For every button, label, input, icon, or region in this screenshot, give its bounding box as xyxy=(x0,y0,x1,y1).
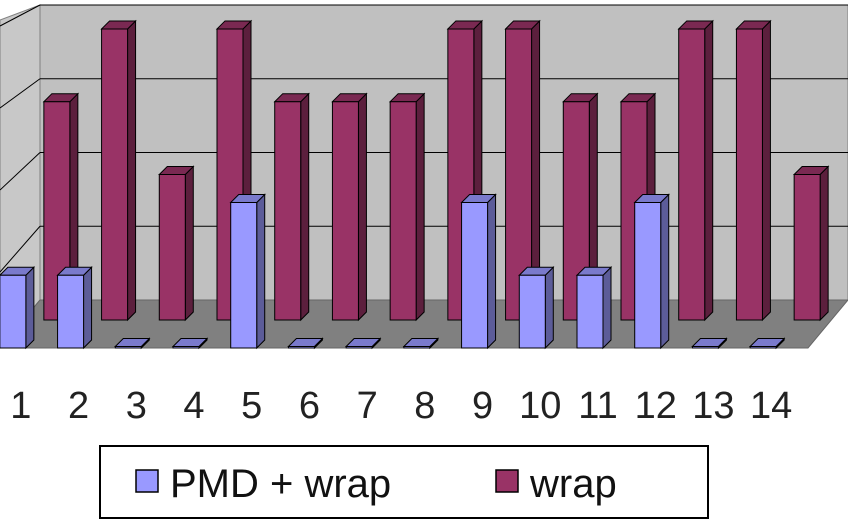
bar-pmd-wrap-9-front xyxy=(461,201,489,349)
bar-wrap-5-front xyxy=(274,101,302,321)
bar-pmd-wrap-7-front xyxy=(345,346,373,349)
bar-wrap-3-front xyxy=(158,173,186,321)
bar-wrap-7-front xyxy=(389,101,417,321)
x-tick-label: 5 xyxy=(241,385,262,427)
bar-wrap-7-side xyxy=(415,92,425,322)
x-tick-label: 6 xyxy=(299,385,320,427)
bar-wrap-14-front xyxy=(793,173,821,321)
x-axis-tick-labels: 1 2 3 4 5 6 7 8 9 10 11 12 13 14 xyxy=(10,385,792,427)
series-wrap-bars xyxy=(42,19,830,322)
bar-pmd-wrap-13-front xyxy=(691,346,719,349)
bar-pmd-wrap-9-side xyxy=(487,193,497,350)
side-gridline-4 xyxy=(0,4,41,27)
bar-pmd-wrap-6-front xyxy=(287,346,315,349)
bar-pmd-wrap-1-side xyxy=(25,266,35,350)
x-tick-label: 1 xyxy=(10,385,31,427)
x-tick-label: 2 xyxy=(68,385,89,427)
x-tick-label: 13 xyxy=(692,385,734,427)
x-tick-label: 3 xyxy=(126,385,147,427)
bar-wrap-6-side xyxy=(357,92,367,322)
bar-wrap-3-side xyxy=(184,165,194,322)
bar-wrap-14-side xyxy=(819,165,829,322)
bar-pmd-wrap-14-front xyxy=(749,346,777,349)
legend-label-pmd-wrap: PMD + wrap xyxy=(170,462,391,506)
bar-pmd-wrap-2-front xyxy=(57,274,85,349)
x-tick-label: 11 xyxy=(578,385,617,427)
x-tick-label: 9 xyxy=(472,385,493,427)
legend-label-wrap: wrap xyxy=(529,462,617,506)
bar-pmd-wrap-5-front xyxy=(230,201,258,349)
bar-wrap-12-side xyxy=(704,19,714,322)
side-gridline-1 xyxy=(0,225,41,273)
legend-swatch-wrap xyxy=(495,469,519,493)
x-tick-label: 12 xyxy=(635,385,677,427)
side-gridline-2 xyxy=(0,152,41,191)
gridlines xyxy=(0,4,848,273)
bar-pmd-wrap-8-front xyxy=(403,346,431,349)
x-tick-label: 4 xyxy=(183,385,204,427)
x-tick-label: 14 xyxy=(750,385,792,427)
bar-pmd-wrap-4-front xyxy=(172,346,200,349)
bar-pmd-wrap-11-front xyxy=(576,274,604,349)
series-pmd-wrap-bars xyxy=(0,193,786,350)
bar-pmd-wrap-12-front xyxy=(634,201,662,349)
bar-pmd-wrap-5-side xyxy=(256,193,266,350)
side-gridline-3 xyxy=(0,78,41,109)
x-tick-label: 10 xyxy=(519,385,561,427)
bar-wrap-2-side xyxy=(127,19,137,322)
bar-wrap-5-side xyxy=(300,92,310,322)
bar-pmd-wrap-10-side xyxy=(544,266,554,350)
bar-wrap-13-side xyxy=(761,19,771,322)
bar-pmd-wrap-3-front xyxy=(114,346,142,349)
legend-swatch-pmd-wrap xyxy=(135,469,159,493)
x-tick-label: 8 xyxy=(414,385,435,427)
legend-box xyxy=(99,445,709,519)
bar-pmd-wrap-12-side xyxy=(660,193,670,350)
bar-pmd-wrap-2-side xyxy=(83,266,93,350)
x-tick-label: 7 xyxy=(357,385,378,427)
bar-wrap-12-front xyxy=(678,28,706,321)
bar-pmd-wrap-10-front xyxy=(518,274,546,349)
bar-wrap-13-front xyxy=(735,28,763,321)
bar-wrap-6-front xyxy=(331,101,359,321)
bar-pmd-wrap-1-front xyxy=(0,274,27,349)
bar-wrap-2-front xyxy=(101,28,129,321)
bar-pmd-wrap-11-side xyxy=(602,266,612,350)
legend: PMD + wrap wrap xyxy=(99,445,709,519)
